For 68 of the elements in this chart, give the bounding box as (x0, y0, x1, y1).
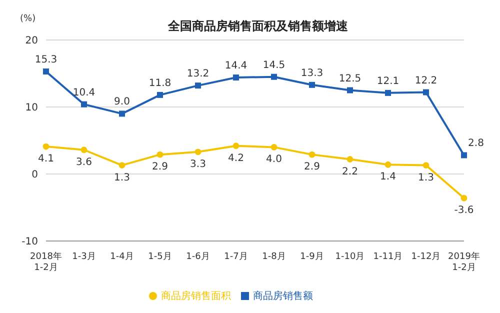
point (271, 74, 277, 80)
legend-label: 商品房销售面积 (161, 291, 231, 302)
data-label: 2.9 (304, 162, 320, 173)
x-tick-label: 1-5月 (148, 252, 172, 262)
x-tick-label: 1-8月 (262, 252, 286, 262)
point (195, 82, 201, 89)
point (346, 156, 354, 162)
data-label: 14.5 (262, 60, 286, 71)
point (309, 82, 315, 88)
data-label: 3.6 (76, 156, 92, 168)
point (461, 152, 467, 158)
data-label: 9.0 (114, 96, 130, 108)
point (460, 194, 468, 202)
x-tick-label: 1-10月 (335, 252, 365, 262)
y-tick-label: 0 (32, 170, 38, 181)
point (385, 90, 391, 96)
data-label: 12.5 (338, 73, 362, 84)
data-label: 1.3 (418, 172, 434, 184)
y-axis-title: (%) (20, 14, 36, 24)
data-label: 15.3 (34, 54, 58, 66)
legend-label: 商品房销售额 (253, 291, 313, 302)
point (119, 110, 125, 117)
y-tick-label: 10 (25, 102, 38, 114)
x-tick-label: 1-3月 (72, 252, 96, 262)
data-label: 13.3 (300, 68, 324, 79)
point (43, 68, 49, 74)
data-label: 2.2 (342, 166, 358, 178)
point (42, 143, 50, 150)
point (118, 162, 126, 168)
point (232, 142, 240, 150)
data-label: 4.1 (38, 154, 54, 165)
y-tick-label: -10 (22, 236, 38, 248)
data-label: 13.2 (186, 68, 210, 80)
x-tick-label: 2019年 1-2月 (448, 251, 480, 273)
data-label: 10.4 (72, 87, 96, 98)
x-tick-label: 1-7月 (224, 252, 248, 262)
point (423, 89, 429, 96)
point (81, 101, 87, 108)
x-tick-label: 1-6月 (186, 252, 210, 262)
data-label: 1.4 (380, 172, 396, 183)
y-tick-label: 20 (25, 36, 38, 47)
data-label: 2.8 (468, 138, 484, 150)
data-label: 4.2 (228, 152, 244, 164)
data-label: -3.6 (454, 205, 474, 216)
point (233, 74, 239, 81)
point (384, 161, 392, 168)
data-label: 2.9 (152, 162, 168, 173)
x-tick-label: 1-11月 (373, 252, 403, 262)
point (308, 151, 316, 158)
data-label: 12.2 (414, 75, 438, 86)
point (80, 146, 88, 154)
point (157, 92, 163, 98)
point (422, 162, 430, 168)
chart-title: 全国商品房销售面积及销售额增速 (168, 19, 348, 33)
x-tick-label: 1-9月 (300, 252, 324, 262)
point (156, 151, 164, 158)
data-label: 14.4 (224, 60, 248, 72)
x-tick-label: 1-12月 (411, 252, 441, 262)
point (270, 144, 278, 150)
x-tick-label: 1-4月 (110, 252, 134, 262)
point (194, 148, 202, 156)
x-tick-label: 2018年 1-2月 (30, 251, 62, 273)
data-label: 3.3 (190, 158, 206, 170)
data-label: 4.0 (266, 154, 282, 166)
data-label: 11.8 (148, 78, 172, 89)
data-label: 1.3 (114, 172, 130, 184)
point (347, 87, 353, 94)
data-label: 12.1 (376, 76, 400, 87)
